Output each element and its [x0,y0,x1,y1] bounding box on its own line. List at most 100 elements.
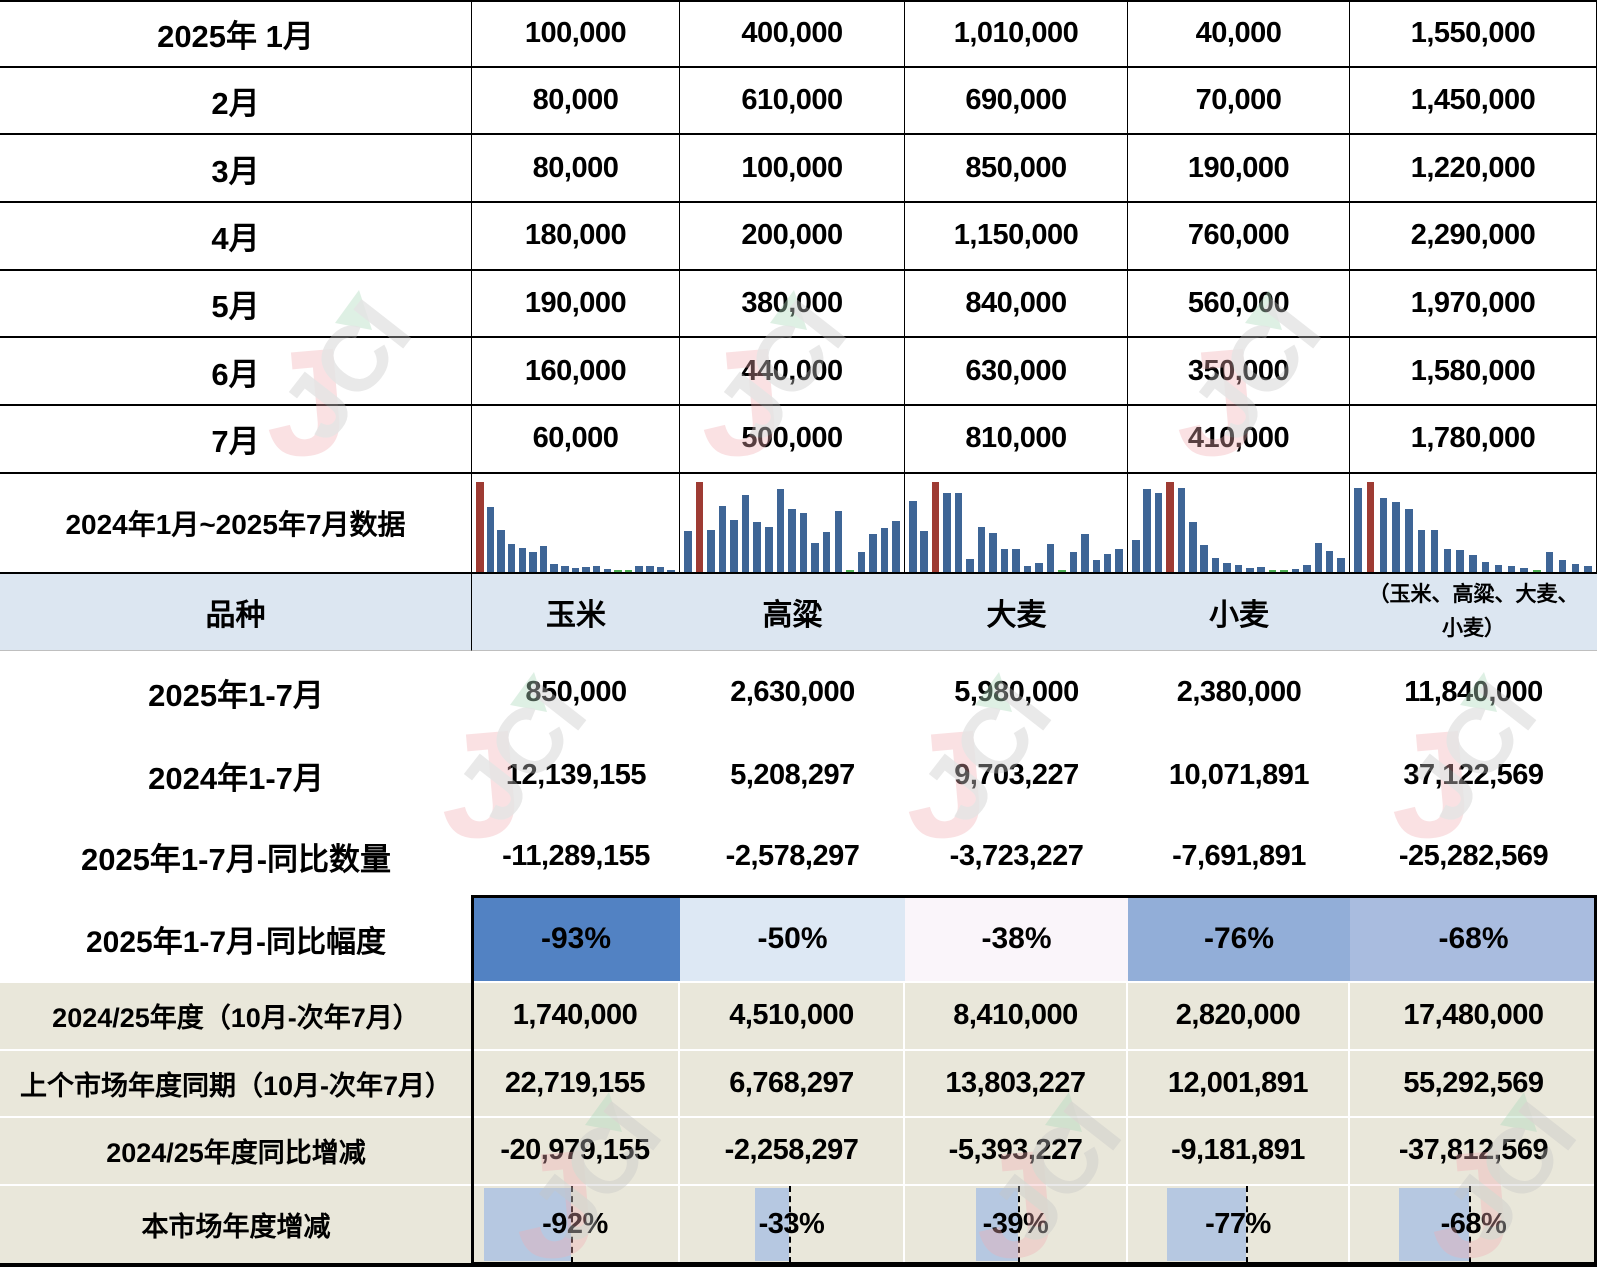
sparkline-bar [834,510,843,572]
variety-label: 品种 [0,573,472,651]
month-value: 560,000 [1128,270,1350,339]
month-value: 2,290,000 [1350,203,1597,271]
sparkline-bar [857,552,866,572]
month-value: 840,000 [905,270,1128,339]
column-header-wheat: 小麦 [1128,573,1350,651]
sparkline-corn [472,473,680,574]
month-label: 3月 [0,135,472,204]
month-value: 690,000 [905,67,1128,136]
month-value: 440,000 [680,338,905,407]
sparkline-bar [684,531,692,572]
marketing-year-change-cell: -92% [472,1183,680,1263]
marketing-year-change-cell: -68% [1350,1183,1597,1263]
marketing-year-change-cell: -33% [680,1183,905,1263]
sparkline-bar [822,532,831,572]
month-row: 2025年 1月 100,000 400,000 1,010,000 40,000 1,5… [0,0,1597,68]
summary-label: 2025年1-7月-同比数量 [0,816,472,897]
marketing-year-value: 4,510,000 [680,980,905,1049]
sparkline-bar [1081,534,1089,572]
sparkline-bar [989,533,997,572]
month-value: 1,450,000 [1350,67,1597,136]
sparkline-bar [943,492,951,572]
month-value: 410,000 [1128,406,1350,474]
yoy-ratio-row: 2025年1-7月-同比幅度 -93% -50% -38% -76% -68% [0,896,1597,981]
marketing-year-row: 2024/25年度同比增减 -20,979,155 -2,258,297 -5,393… [0,1115,1597,1184]
summary-value: 5,980,000 [905,650,1128,734]
sparkline-bar [592,565,601,572]
sparkline-bar [730,519,738,572]
yoy-ratio-value: -76% [1128,896,1350,981]
sparkline-bar [1379,498,1388,572]
summary-value: -11,289,155 [472,816,680,897]
sparkline-bar [1132,540,1140,572]
sparkline-bar [1246,568,1254,572]
month-row: 6月 160,000 440,000 630,000 350,000 1,580,000 [0,338,1597,407]
sparkline-bar [909,500,917,572]
sparkline-barley [905,473,1128,574]
summary-label: 2024年1-7月 [0,733,472,817]
sparkline-bar [1211,558,1220,572]
summary-value: 850,000 [472,650,680,734]
sparkline-bar [1046,543,1055,572]
month-label: 6月 [0,338,472,407]
sparkline-bar [765,526,773,572]
sparkline-bar [656,567,665,572]
sparkline-bar [1291,569,1300,572]
sparkline-bar [1337,558,1345,572]
variety-header-row: 品种 玉米 高粱 大麦 小麦 （玉米、高粱、大麦、小麦） [0,573,1597,651]
summary-row: 2025年1-7月 850,000 2,630,000 5,980,000 2,380,… [0,650,1597,734]
sparkline-bar [1325,551,1334,572]
sparkline-bar [977,526,986,572]
sparkline-bar [1166,481,1174,572]
sparkline-wheat [1128,473,1350,574]
negative-data-bar [975,1187,1018,1261]
sparkline-bar [1303,564,1311,572]
sparkline-row: 2024年1月~2025年7月数据 [0,473,1597,574]
sparkline-bar [497,530,505,572]
sparkline-bar [667,569,675,572]
sparkline-bar [635,566,643,572]
sparkline-bar [624,569,633,572]
sparkline-bar [476,481,484,572]
month-row: 4月 180,000 200,000 1,150,000 760,000 2,290,00… [0,203,1597,271]
negative-data-bar [754,1187,790,1261]
marketing-year-label: 上个市场年度同期（10月-次年7月） [0,1048,472,1116]
summary-value: -25,282,569 [1350,816,1597,897]
sparkline-bar [1177,488,1186,572]
monthly-section: 2025年 1月 100,000 400,000 1,010,000 40,000 1,5… [0,0,1597,474]
summary-row: 2025年1-7月-同比数量 -11,289,155 -2,578,297 -3,72… [0,816,1597,897]
sparkline-bar [920,531,928,572]
marketing-year-value: -20,979,155 [472,1115,680,1184]
marketing-year-value: 12,001,891 [1128,1048,1350,1116]
marketing-year-change-value: -39% [982,1207,1049,1240]
sparkline-bar [614,569,622,572]
month-row: 2月 80,000 610,000 690,000 70,000 1,450,000 [0,67,1597,136]
month-value: 80,000 [472,135,680,204]
sparkline-bar [931,481,940,572]
sparkline-bar [776,489,785,572]
month-value: 190,000 [1128,135,1350,204]
negative-data-bar [1166,1187,1246,1261]
summary-value: -2,578,297 [680,816,905,897]
sparkline-bar [561,566,569,572]
month-label: 5月 [0,270,472,339]
sparkline-bar [1143,489,1151,572]
sparkline-bar [529,552,537,572]
yoy-ratio-value: -50% [680,896,905,981]
month-value: 810,000 [905,406,1128,474]
sparkline-bar [1469,554,1477,572]
sparkline-bar [486,507,495,572]
sparkline-bar [880,527,889,572]
month-value: 1,550,000 [1350,0,1597,68]
marketing-year-label: 2024/25年度（10月-次年7月） [0,980,472,1049]
marketing-year-value: 6,768,297 [680,1048,905,1116]
sparkline-bar [1558,560,1567,572]
sparkline-bar [1103,553,1112,572]
sparkline-bar [507,543,516,572]
sparkline-bar [1405,508,1413,572]
month-label: 2025年 1月 [0,0,472,68]
month-value: 200,000 [680,203,905,271]
sparkline-bar [1545,552,1554,572]
data-bar-axis [789,1185,792,1263]
